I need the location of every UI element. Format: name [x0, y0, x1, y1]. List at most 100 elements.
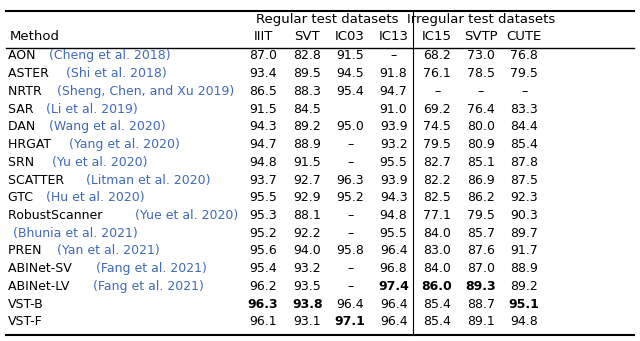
Text: 80.0: 80.0 [467, 120, 495, 133]
Text: 77.1: 77.1 [423, 209, 451, 222]
Text: VST-F: VST-F [8, 315, 43, 328]
Text: 92.9: 92.9 [293, 191, 321, 204]
Text: 89.7: 89.7 [510, 227, 538, 240]
Text: –: – [434, 85, 440, 98]
Text: 85.4: 85.4 [510, 138, 538, 151]
Text: 86.2: 86.2 [467, 191, 495, 204]
Text: (Wang et al. 2020): (Wang et al. 2020) [49, 120, 165, 133]
Text: 92.7: 92.7 [293, 174, 321, 187]
Text: 83.3: 83.3 [510, 103, 538, 116]
Text: SVTP: SVTP [464, 30, 497, 43]
Text: 74.5: 74.5 [423, 120, 451, 133]
Text: 87.6: 87.6 [467, 244, 495, 257]
Text: IC15: IC15 [422, 30, 452, 43]
Text: –: – [390, 49, 397, 62]
Text: 89.2: 89.2 [293, 120, 321, 133]
Text: 96.8: 96.8 [380, 262, 408, 275]
Text: –: – [347, 227, 353, 240]
Text: RobustScanner: RobustScanner [8, 209, 107, 222]
Text: 87.8: 87.8 [510, 156, 538, 169]
Text: 82.5: 82.5 [423, 191, 451, 204]
Text: (Yue et al. 2020): (Yue et al. 2020) [135, 209, 239, 222]
Text: CUTE: CUTE [506, 30, 542, 43]
Text: 82.8: 82.8 [293, 49, 321, 62]
Text: 96.1: 96.1 [249, 315, 277, 328]
Text: 95.4: 95.4 [336, 85, 364, 98]
Text: 94.8: 94.8 [380, 209, 408, 222]
Text: 88.9: 88.9 [510, 262, 538, 275]
Text: 89.3: 89.3 [465, 280, 496, 293]
Text: –: – [477, 85, 484, 98]
Text: 93.2: 93.2 [293, 262, 321, 275]
Text: IIIT: IIIT [253, 30, 273, 43]
Text: Regular test datasets: Regular test datasets [257, 13, 399, 26]
Text: 94.8: 94.8 [510, 315, 538, 328]
Text: HRGAT: HRGAT [8, 138, 56, 151]
Text: 68.2: 68.2 [423, 49, 451, 62]
Text: 92.3: 92.3 [510, 191, 538, 204]
Text: (Shi et al. 2018): (Shi et al. 2018) [66, 67, 167, 80]
Text: 93.8: 93.8 [292, 298, 323, 311]
Text: –: – [347, 156, 353, 169]
Text: ABINet-LV: ABINet-LV [8, 280, 74, 293]
Text: 85.1: 85.1 [467, 156, 495, 169]
Text: 95.3: 95.3 [249, 209, 277, 222]
Text: 84.0: 84.0 [423, 227, 451, 240]
Text: 95.4: 95.4 [249, 262, 277, 275]
Text: 85.7: 85.7 [467, 227, 495, 240]
Text: 89.5: 89.5 [293, 67, 321, 80]
Text: 87.0: 87.0 [467, 262, 495, 275]
Text: 95.5: 95.5 [249, 191, 277, 204]
Text: 94.5: 94.5 [336, 67, 364, 80]
Text: 95.6: 95.6 [249, 244, 277, 257]
Text: 93.5: 93.5 [293, 280, 321, 293]
Text: –: – [521, 85, 527, 98]
Text: SCATTER: SCATTER [8, 174, 68, 187]
Text: 79.5: 79.5 [510, 67, 538, 80]
Text: 95.0: 95.0 [336, 120, 364, 133]
Text: 79.5: 79.5 [467, 209, 495, 222]
Text: 95.5: 95.5 [380, 156, 408, 169]
Text: 93.1: 93.1 [293, 315, 321, 328]
Text: 76.4: 76.4 [467, 103, 495, 116]
Text: VST-B: VST-B [8, 298, 44, 311]
Text: 96.4: 96.4 [380, 315, 408, 328]
Text: (Bhunia et al. 2021): (Bhunia et al. 2021) [13, 227, 138, 240]
Text: 91.0: 91.0 [380, 103, 408, 116]
Text: 84.5: 84.5 [293, 103, 321, 116]
Text: IC13: IC13 [379, 30, 408, 43]
Text: 88.1: 88.1 [293, 209, 321, 222]
Text: 96.2: 96.2 [249, 280, 277, 293]
Text: –: – [347, 138, 353, 151]
Text: 93.4: 93.4 [249, 67, 277, 80]
Text: (Cheng et al. 2018): (Cheng et al. 2018) [49, 49, 171, 62]
Text: (Litman et al. 2020): (Litman et al. 2020) [86, 174, 211, 187]
Text: 88.9: 88.9 [293, 138, 321, 151]
Text: 91.5: 91.5 [293, 156, 321, 169]
Text: 97.4: 97.4 [378, 280, 409, 293]
Text: 73.0: 73.0 [467, 49, 495, 62]
Text: 95.8: 95.8 [336, 244, 364, 257]
Text: 85.4: 85.4 [423, 298, 451, 311]
Text: –: – [347, 280, 353, 293]
Text: 82.7: 82.7 [423, 156, 451, 169]
Text: 91.5: 91.5 [336, 49, 364, 62]
Text: –: – [347, 209, 353, 222]
Text: AON: AON [8, 49, 40, 62]
Text: 93.7: 93.7 [249, 174, 277, 187]
Text: 93.9: 93.9 [380, 120, 408, 133]
Text: 94.7: 94.7 [380, 85, 408, 98]
Text: 94.3: 94.3 [249, 120, 277, 133]
Text: 78.5: 78.5 [467, 67, 495, 80]
Text: 95.5: 95.5 [380, 227, 408, 240]
Text: (Li et al. 2019): (Li et al. 2019) [46, 103, 138, 116]
Text: ASTER: ASTER [8, 67, 53, 80]
Text: 88.7: 88.7 [467, 298, 495, 311]
Text: (Yan et al. 2021): (Yan et al. 2021) [57, 244, 159, 257]
Text: (Yu et al. 2020): (Yu et al. 2020) [52, 156, 148, 169]
Text: SVT: SVT [294, 30, 320, 43]
Text: 89.2: 89.2 [510, 280, 538, 293]
Text: SRN: SRN [8, 156, 42, 169]
Text: 93.9: 93.9 [380, 174, 408, 187]
Text: 94.0: 94.0 [293, 244, 321, 257]
